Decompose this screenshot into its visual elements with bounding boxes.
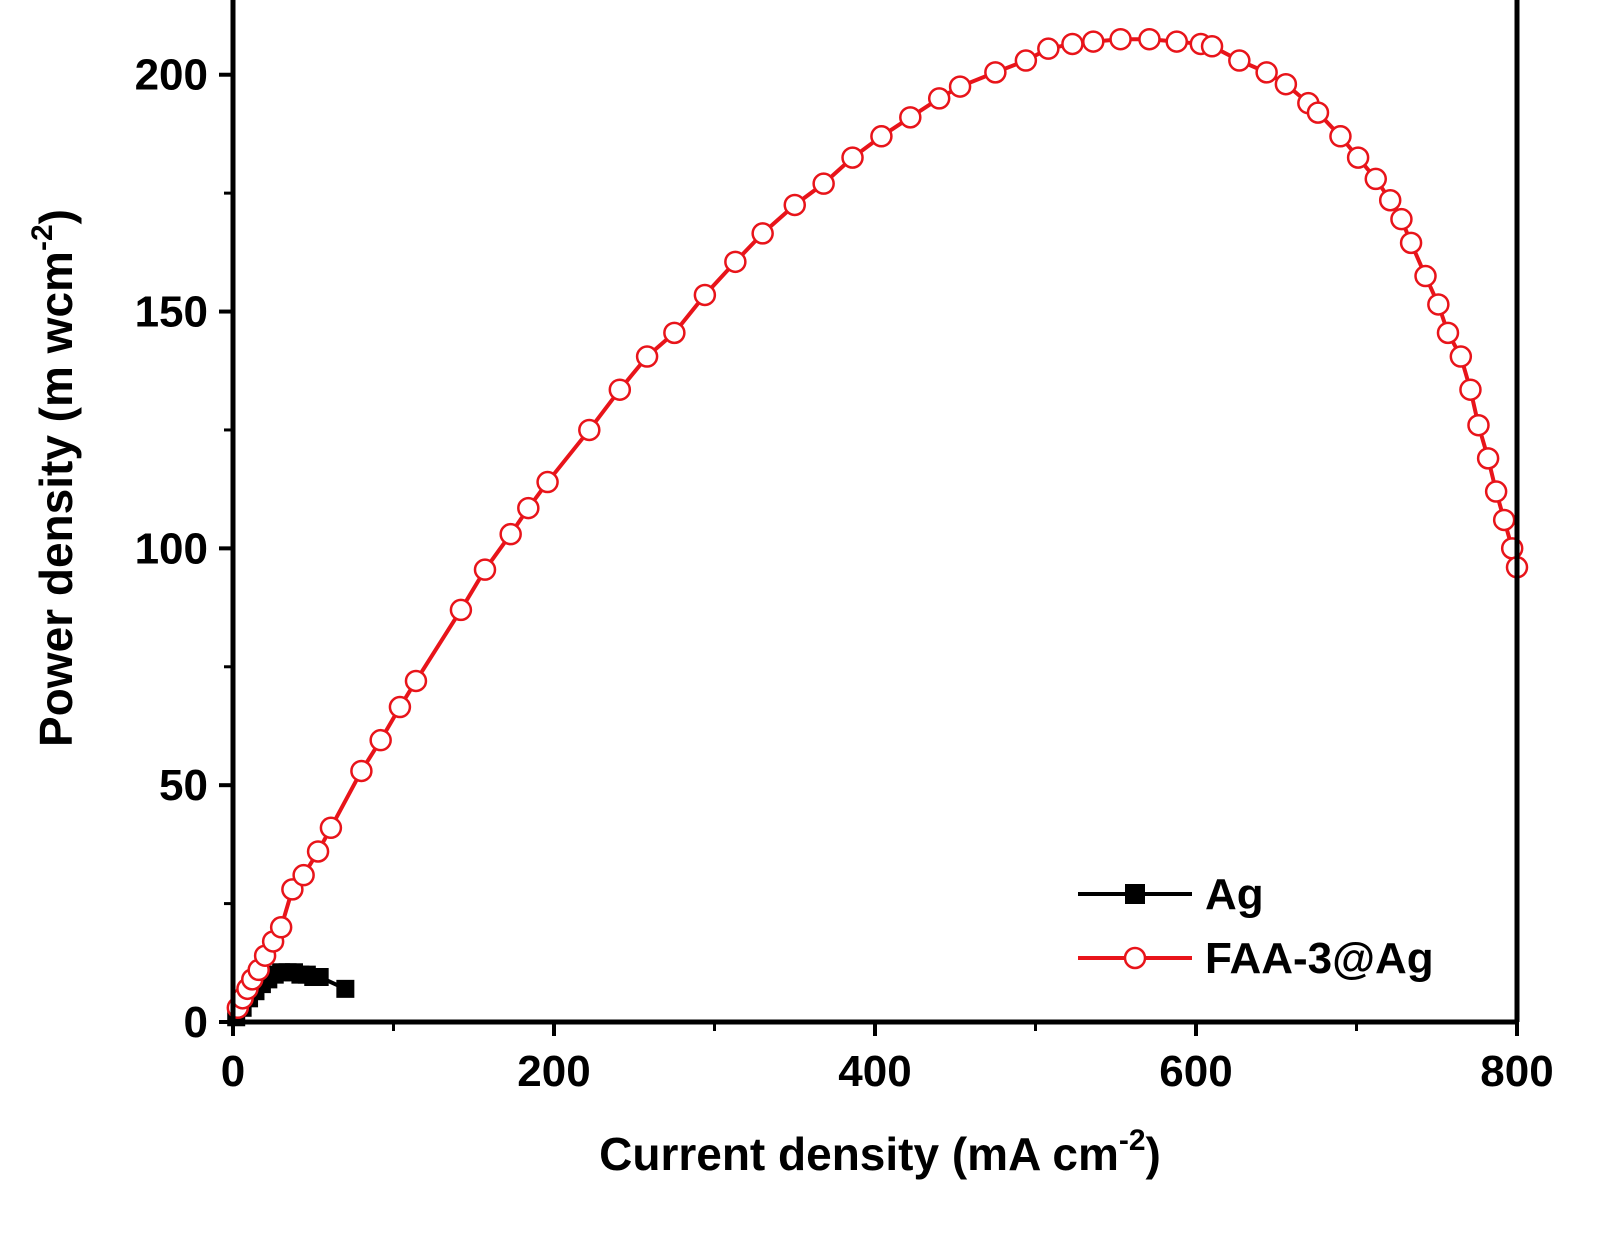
y-tick-label: 50 — [159, 761, 208, 810]
data-point-faa-3-ag — [870, 125, 893, 148]
data-point-ag — [310, 968, 329, 987]
data-point-faa-3-ag — [1476, 447, 1500, 470]
data-point-faa-3-ag — [984, 61, 1007, 84]
data-point-faa-3-ag — [536, 470, 559, 494]
data-point-faa-3-ag — [1061, 32, 1084, 56]
legend-marker-faa3-ag — [1123, 946, 1147, 970]
data-point-faa-3-ag — [693, 283, 717, 307]
data-point-faa-3-ag — [1378, 188, 1402, 212]
data-point-faa-3-ag — [319, 816, 343, 840]
data-point-faa-3-ag — [751, 222, 774, 245]
x-tick-label: 400 — [838, 1047, 911, 1096]
data-point-faa-3-ag — [350, 759, 373, 783]
data-point-faa-3-ag — [927, 87, 951, 110]
data-point-faa-3-ag — [1427, 293, 1450, 316]
y-tick-label: 150 — [135, 288, 208, 337]
data-point-faa-3-ag — [269, 916, 293, 939]
data-point-faa-3-ag — [499, 522, 522, 546]
data-point-faa-3-ag — [1484, 480, 1508, 503]
data-point-faa-3-ag — [1228, 49, 1251, 72]
data-point-faa-3-ag — [1492, 508, 1516, 532]
data-point-faa-3-ag — [1414, 264, 1437, 288]
data-point-faa-3-ag — [1037, 37, 1060, 60]
chart-series-layer — [226, 27, 1529, 1027]
data-point-faa-3-ag — [608, 378, 632, 401]
data-point-faa-3-ag — [1306, 101, 1330, 124]
data-point-faa-3-ag — [783, 193, 806, 217]
data-point-faa-3-ag — [1200, 35, 1224, 58]
series-line-faa-3-ag — [236, 37, 1519, 1009]
y-axis-title-superscript: -2 — [26, 224, 59, 251]
legend-item-ag: Ag — [1078, 870, 1264, 919]
legend: Ag FAA-3@Ag — [1078, 870, 1434, 983]
data-point-faa-3-ag — [841, 146, 864, 169]
data-point-faa-3-ag — [1364, 167, 1388, 191]
data-point-faa-3-ag — [1459, 378, 1482, 401]
x-axis-title-end: ) — [1146, 1128, 1161, 1180]
data-point-faa-3-ag — [306, 840, 330, 863]
data-point-faa-3-ag — [578, 418, 601, 442]
data-point-faa-3-ag — [724, 250, 747, 274]
data-point-faa-3-ag — [1467, 413, 1490, 437]
x-axis-title-superscript: -2 — [1119, 1124, 1146, 1157]
data-point-faa-3-ag — [292, 863, 315, 887]
data-point-faa-3-ag — [388, 695, 412, 719]
data-point-faa-3-ag — [449, 598, 473, 622]
data-point-faa-3-ag — [1165, 30, 1188, 53]
y-axis-title: Power density (m wcm-2) — [26, 209, 82, 747]
series-faa-3-ag — [226, 27, 1529, 1020]
legend-label-faa3-ag: FAA-3@Ag — [1205, 934, 1434, 983]
chart-frame — [230, 0, 1520, 1025]
data-point-faa-3-ag — [1109, 27, 1132, 51]
data-point-faa-3-ag — [948, 75, 972, 98]
data-point-faa-3-ag — [812, 172, 835, 195]
legend-item-faa3-ag: FAA-3@Ag — [1078, 934, 1434, 983]
data-point-ag — [336, 979, 355, 998]
data-point-faa-3-ag — [517, 496, 540, 520]
y-axis-title-main: Power density (m wcm — [30, 251, 82, 747]
x-tick-label: 600 — [1159, 1047, 1232, 1096]
data-point-faa-3-ag — [663, 321, 686, 345]
legend-label-ag: Ag — [1205, 870, 1264, 919]
data-point-faa-3-ag — [1436, 321, 1460, 345]
data-point-faa-3-ag — [1138, 27, 1161, 51]
x-axis-title-main: Current density (mA cm — [599, 1128, 1119, 1180]
x-tick-label: 0 — [221, 1047, 245, 1096]
y-tick-label: 100 — [135, 524, 208, 573]
data-point-faa-3-ag — [1346, 146, 1370, 169]
y-tick-label: 200 — [135, 51, 208, 100]
data-point-faa-3-ag — [635, 345, 659, 368]
chart-ticks: 0 200 400 600 800 0 50 100 150 200 — [135, 51, 1554, 1096]
data-point-faa-3-ag — [1449, 345, 1473, 368]
data-point-faa-3-ag — [899, 106, 922, 129]
y-axis-title-end: ) — [30, 209, 82, 224]
data-point-faa-3-ag — [369, 728, 392, 752]
legend-marker-ag — [1125, 884, 1145, 904]
data-point-faa-3-ag — [473, 558, 497, 581]
x-axis-title: Current density (mA cm-2) — [599, 1124, 1161, 1180]
data-point-faa-3-ag — [1014, 49, 1038, 72]
data-point-faa-3-ag — [1274, 72, 1298, 96]
data-point-faa-3-ag — [1399, 231, 1423, 255]
x-tick-label: 800 — [1480, 1047, 1553, 1096]
y-tick-label: 0 — [184, 998, 208, 1047]
x-tick-label: 200 — [517, 1047, 590, 1096]
data-point-faa-3-ag — [1082, 30, 1105, 53]
data-point-faa-3-ag — [1390, 207, 1413, 231]
data-point-faa-3-ag — [1255, 61, 1278, 84]
data-point-faa-3-ag — [1329, 125, 1352, 148]
data-point-faa-3-ag — [404, 669, 428, 693]
